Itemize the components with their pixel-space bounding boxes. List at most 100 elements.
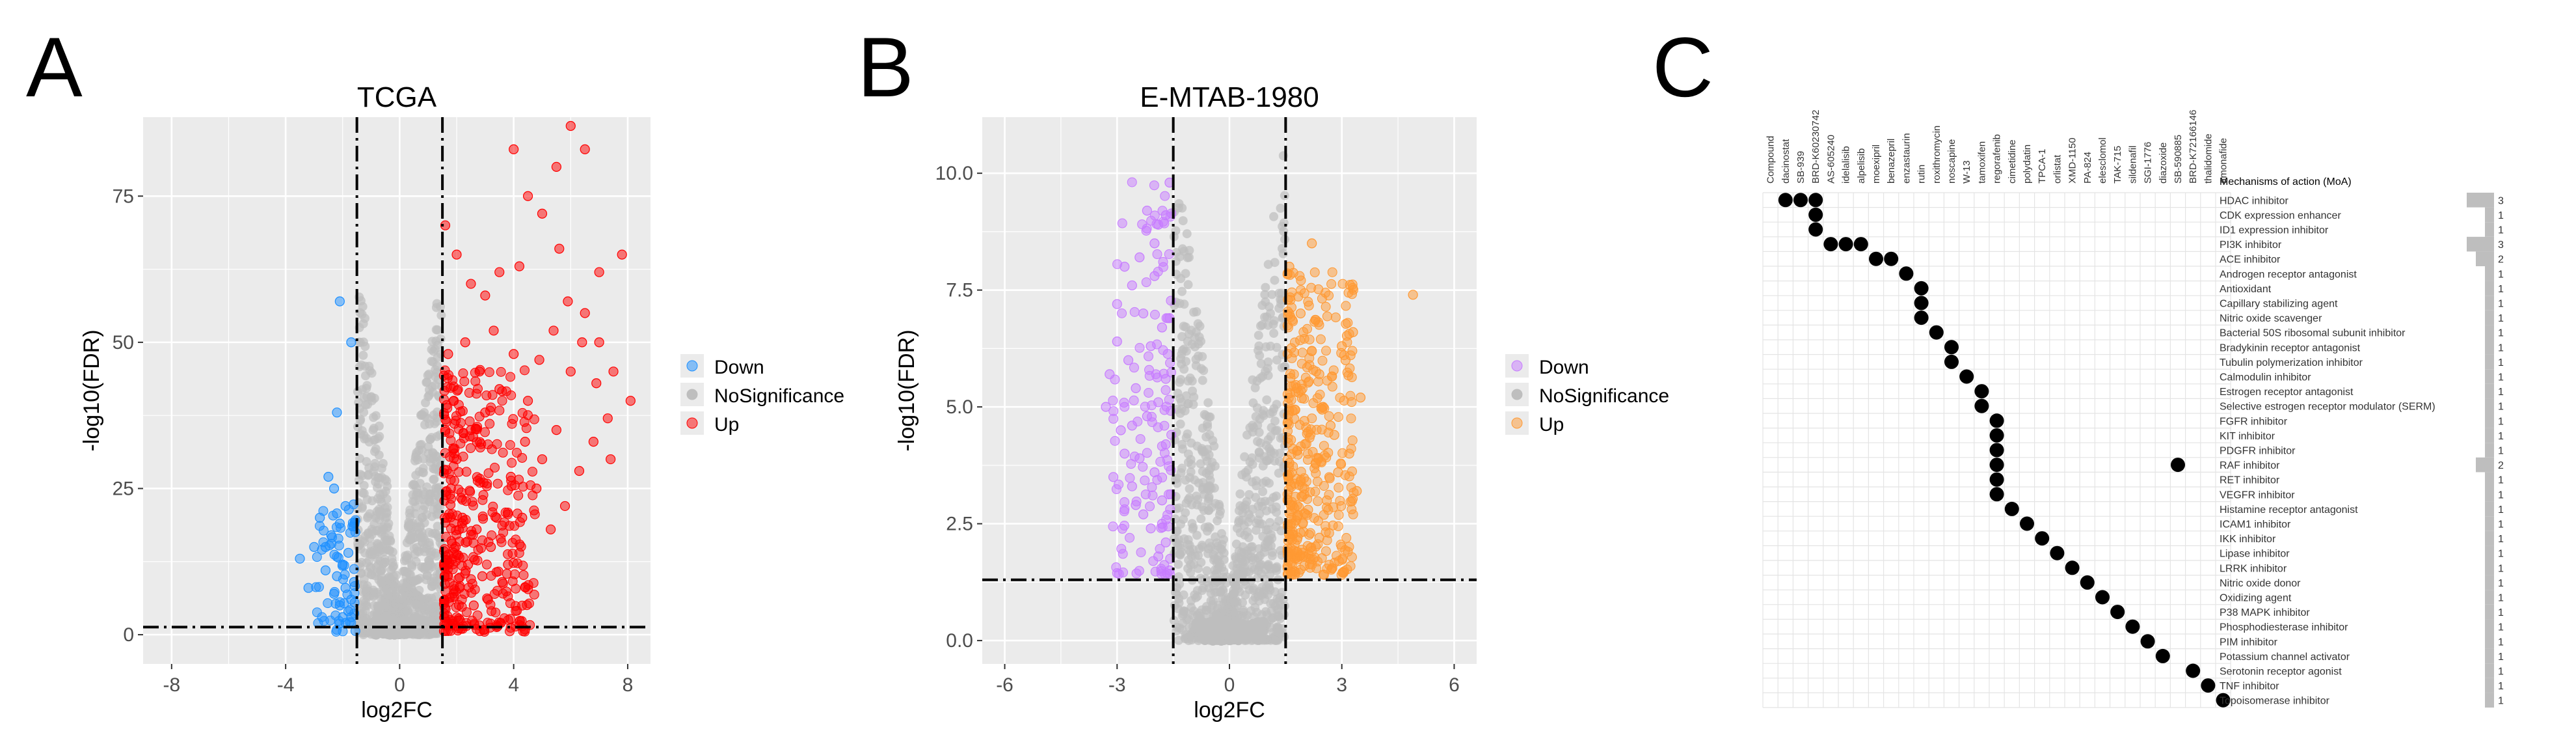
matrix-count-bar xyxy=(2485,693,2494,708)
plotb-up-point xyxy=(1319,481,1329,491)
plota-up-point xyxy=(591,378,602,389)
plotb-down-point xyxy=(1110,374,1120,385)
matrix-dot xyxy=(1853,237,1868,252)
moa-matrix: Mechanisms of action (MoA) Compound dacin… xyxy=(1762,110,2504,708)
matrix-count-label: 1 xyxy=(2498,563,2504,574)
plota-nosig-point xyxy=(415,440,425,450)
plota-nosig-point xyxy=(373,494,382,504)
plota-nosig-point xyxy=(398,566,408,576)
plotb-nosig-point xyxy=(1169,616,1179,626)
plotb-up-point xyxy=(1348,509,1358,519)
plotb-nosig-point xyxy=(1191,355,1201,365)
matrix-dot xyxy=(1989,413,2004,428)
matrix-count-bar xyxy=(2476,457,2494,473)
plota-up-point xyxy=(505,440,515,450)
matrix-moa-label: ICAM1 inhibitor xyxy=(2220,519,2291,530)
plota-up-point xyxy=(472,472,482,482)
plotb-down-point xyxy=(1161,514,1172,525)
plotb-up-point xyxy=(1286,518,1296,529)
plotb-nosig-point xyxy=(1256,359,1266,368)
plota-up-point xyxy=(453,484,464,495)
plotb-down-point xyxy=(1138,509,1149,519)
plota-down-point xyxy=(349,564,359,574)
plota-ytick-label: 25 xyxy=(113,478,134,499)
plotb-nosig-point xyxy=(1265,478,1274,488)
plota-down-point xyxy=(318,537,329,547)
plotb-nosig-point xyxy=(1262,506,1272,516)
matrix-count-bar xyxy=(2485,604,2494,620)
plota-down-point xyxy=(339,598,349,609)
plota-nosig-point xyxy=(431,484,441,493)
plotb-xtick-label: 6 xyxy=(1449,674,1460,696)
matrix-compound-label: SB-939 xyxy=(1795,151,1806,184)
plota-up-point xyxy=(443,349,453,359)
plotb-up-point xyxy=(1355,393,1366,403)
plotb-nosig-point xyxy=(1257,616,1268,627)
matrix-count-label: 1 xyxy=(2498,681,2504,692)
plotb-up-point xyxy=(1307,559,1317,570)
plota-up-point xyxy=(509,144,519,155)
plotb-nosig-point xyxy=(1203,549,1213,558)
plotb-down-point xyxy=(1141,277,1151,288)
plotb-nosig-point xyxy=(1265,409,1275,419)
plotb-nosig-point xyxy=(1175,550,1185,560)
plotb-nosig-point xyxy=(1181,630,1190,640)
plota-nosig-point xyxy=(360,313,369,323)
matrix-count-bar xyxy=(2485,325,2494,340)
plotb-up-point xyxy=(1347,435,1358,445)
plota-nosig-point xyxy=(432,299,442,309)
plotb-nosig-point xyxy=(1188,400,1198,409)
plotb-up-point xyxy=(1317,355,1328,366)
legend-b-dot-nosig xyxy=(1511,389,1523,400)
matrix-moa-header: Mechanisms of action (MoA) xyxy=(2220,176,2352,187)
plotb-up-point xyxy=(1339,395,1349,406)
plota-nosig-point xyxy=(433,361,442,371)
plotb-down-point xyxy=(1144,387,1154,398)
matrix-count-bar xyxy=(2485,413,2494,428)
plotb-up-point xyxy=(1304,335,1315,345)
plotb-down-point xyxy=(1140,402,1150,412)
plotb-down-point xyxy=(1117,218,1127,228)
matrix-count-bar xyxy=(2485,530,2494,546)
matrix-dot xyxy=(1989,487,2004,502)
matrix-count-bar xyxy=(2485,619,2494,634)
matrix-compound-label: enzastaurin xyxy=(1901,133,1912,184)
plota-nosig-point xyxy=(429,573,439,583)
plotb-up-point xyxy=(1286,435,1296,445)
plota-up-point xyxy=(507,576,518,586)
matrix-compound-label: SGI-1776 xyxy=(2143,142,2154,184)
plotb-nosig-point xyxy=(1189,307,1199,317)
plota-up-point xyxy=(470,376,481,387)
plotb-nosig-point xyxy=(1208,435,1218,445)
plotb-nosig-point xyxy=(1276,295,1285,305)
plotb-nosig-point xyxy=(1261,366,1270,376)
matrix-dot xyxy=(2020,516,2034,531)
plota-up-point xyxy=(479,427,490,437)
plota-nosig-point xyxy=(407,528,417,538)
plotb-nosig-point xyxy=(1263,260,1273,269)
plotb-up-point xyxy=(1342,564,1352,575)
matrix-moa-label: Bradykinin receptor antagonist xyxy=(2220,342,2361,353)
plotb-nosig-point xyxy=(1219,548,1229,558)
plota-up-point xyxy=(457,406,468,416)
plota-up-point xyxy=(534,355,544,365)
plotb-nosig-point xyxy=(1213,516,1222,526)
plotb-nosig-point xyxy=(1257,320,1267,330)
plotb-nosig-point xyxy=(1203,497,1213,506)
panel-letter-c: C xyxy=(1652,20,1713,115)
plotb-nosig-point xyxy=(1247,618,1258,629)
plotb-up-point xyxy=(1408,290,1418,300)
plot-a-threshold-lines xyxy=(143,117,651,664)
matrix-count-label: 1 xyxy=(2498,210,2504,221)
plota-nosig-point xyxy=(424,391,434,400)
plotb-nosig-point xyxy=(1186,596,1196,606)
matrix-compound-label: PA-824 xyxy=(2082,152,2093,184)
plota-up-point xyxy=(467,497,477,507)
plotb-nosig-point xyxy=(1179,322,1188,331)
plotb-nosig-point xyxy=(1239,633,1250,644)
plotb-down-point xyxy=(1162,349,1173,359)
plotb-down-point xyxy=(1166,367,1177,378)
plota-nosig-point xyxy=(388,547,397,557)
plotb-nosig-point xyxy=(1209,596,1218,605)
plotb-nosig-point xyxy=(1248,427,1257,437)
